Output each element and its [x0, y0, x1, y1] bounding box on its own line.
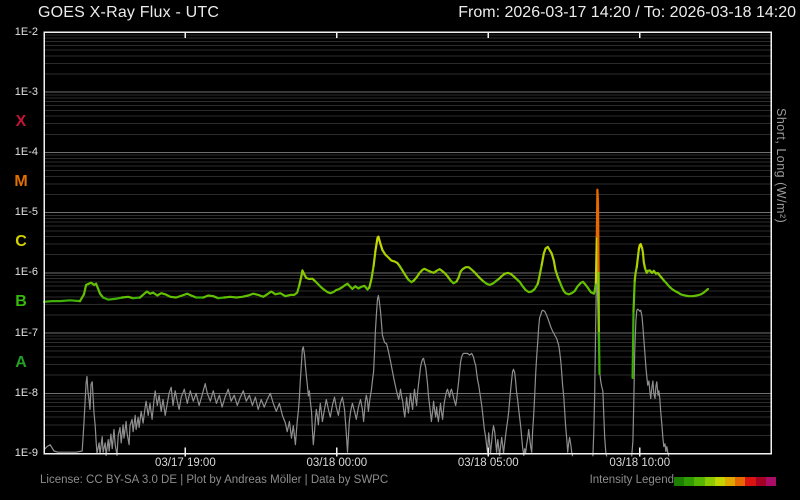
intensity-legend-label: Intensity Legend — [589, 474, 674, 486]
legend-swatch — [694, 477, 705, 486]
date-range-label: From: 2026-03-17 14:20 / To: 2026-03-18 … — [458, 4, 796, 21]
legend-swatch — [745, 477, 756, 486]
x-axis-labels: 03/17 19:00 03/18 00:00 03/18 05:00 03/18 1… — [0, 457, 800, 471]
y-tick-1E-8: 1E-8 — [14, 386, 38, 399]
flux-class-M: M — [14, 173, 28, 191]
right-axis-label: Short, Long (W/m²) — [774, 108, 788, 224]
legend-swatch — [735, 477, 746, 486]
x-tick-label: 03/18 10:00 — [609, 457, 671, 469]
x-tick-label: 03/18 00:00 — [306, 457, 368, 469]
flux-class-C: C — [15, 233, 27, 251]
x-tick-label: 03/17 19:00 — [154, 457, 216, 469]
legend-swatch — [714, 477, 726, 486]
y-tick-1E-4: 1E-4 — [14, 145, 38, 158]
x-tick-label: 03/18 05:00 — [457, 457, 519, 469]
legend-swatch — [725, 477, 736, 486]
flux-class-A: A — [15, 353, 27, 371]
legend-swatch — [704, 477, 715, 486]
y-tick-1E-5: 1E-5 — [14, 206, 38, 219]
y-tick-1E-9: 1E-9 — [14, 447, 38, 459]
intensity-legend-bar — [674, 477, 777, 486]
flux-class-letters: X M C B A — [6, 0, 36, 500]
page-title: GOES X-Ray Flux - UTC — [38, 4, 220, 21]
flux-class-X: X — [15, 112, 27, 130]
y-axis-labels: 1E-2 1E-3 1E-4 1E-5 1E-6 1E-7 1E-8 1E-9 — [0, 0, 40, 500]
y-tick-1E-6: 1E-6 — [14, 266, 38, 279]
license-text: License: CC BY-SA 3.0 DE | Plot by Andre… — [40, 474, 389, 486]
legend-swatch — [684, 477, 695, 486]
legend-swatch — [755, 477, 766, 486]
y-tick-1E-7: 1E-7 — [14, 326, 38, 339]
y-tick-1E-3: 1E-3 — [14, 85, 38, 98]
y-tick-1E-2: 1E-2 — [14, 25, 38, 38]
legend-swatch — [674, 477, 685, 486]
legend-swatch — [765, 477, 777, 486]
flux-class-B: B — [15, 293, 27, 311]
